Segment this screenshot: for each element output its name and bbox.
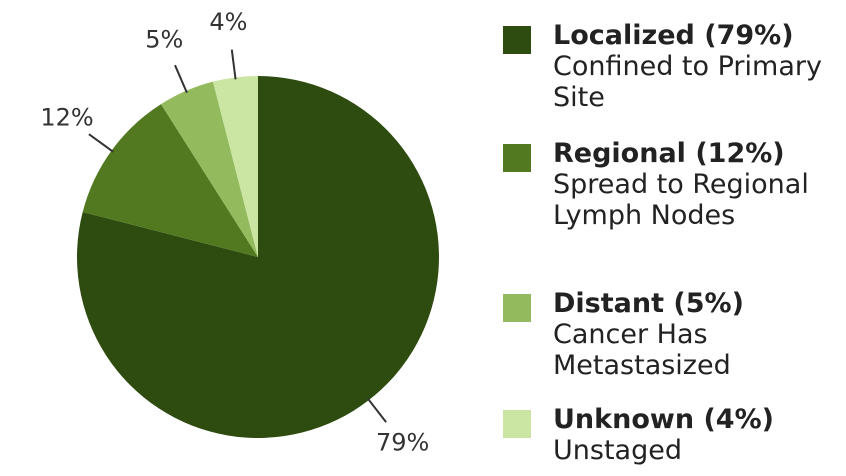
data-label: 12% — [40, 103, 93, 131]
legend-swatch — [503, 144, 531, 172]
legend-swatch — [503, 410, 531, 438]
leader-line — [88, 133, 114, 153]
legend-description: Spread to Regional Lymph Nodes — [553, 169, 809, 231]
leader-line — [366, 397, 387, 423]
legend-text: Regional (12%) Spread to Regional Lymph N… — [553, 138, 843, 231]
legend-label: Localized (79%) — [553, 20, 794, 51]
data-label: 79% — [376, 428, 429, 456]
legend-text: Distant (5%) Cancer Has Metastasized — [553, 288, 843, 381]
legend-text: Localized (79%) Confined to Primary Site — [553, 20, 843, 113]
data-label: 4% — [209, 8, 247, 36]
legend-description: Confined to Primary Site — [553, 51, 822, 113]
legend-description: Cancer Has Metastasized — [553, 319, 731, 381]
data-label: 5% — [145, 25, 183, 53]
legend-text: Unknown (4%) Unstaged — [553, 404, 843, 466]
legend-label: Regional (12%) — [553, 138, 785, 169]
legend-description: Unstaged — [553, 435, 682, 466]
pie-slice — [82, 104, 258, 258]
leader-line — [174, 64, 188, 94]
legend-label: Unknown (4%) — [553, 404, 774, 435]
legend-swatch — [503, 294, 531, 322]
pie-slice — [161, 81, 258, 257]
legend-swatch — [503, 26, 531, 54]
pie-slice — [212, 76, 258, 257]
leader-line — [230, 49, 237, 80]
legend-label: Distant (5%) — [553, 288, 744, 319]
